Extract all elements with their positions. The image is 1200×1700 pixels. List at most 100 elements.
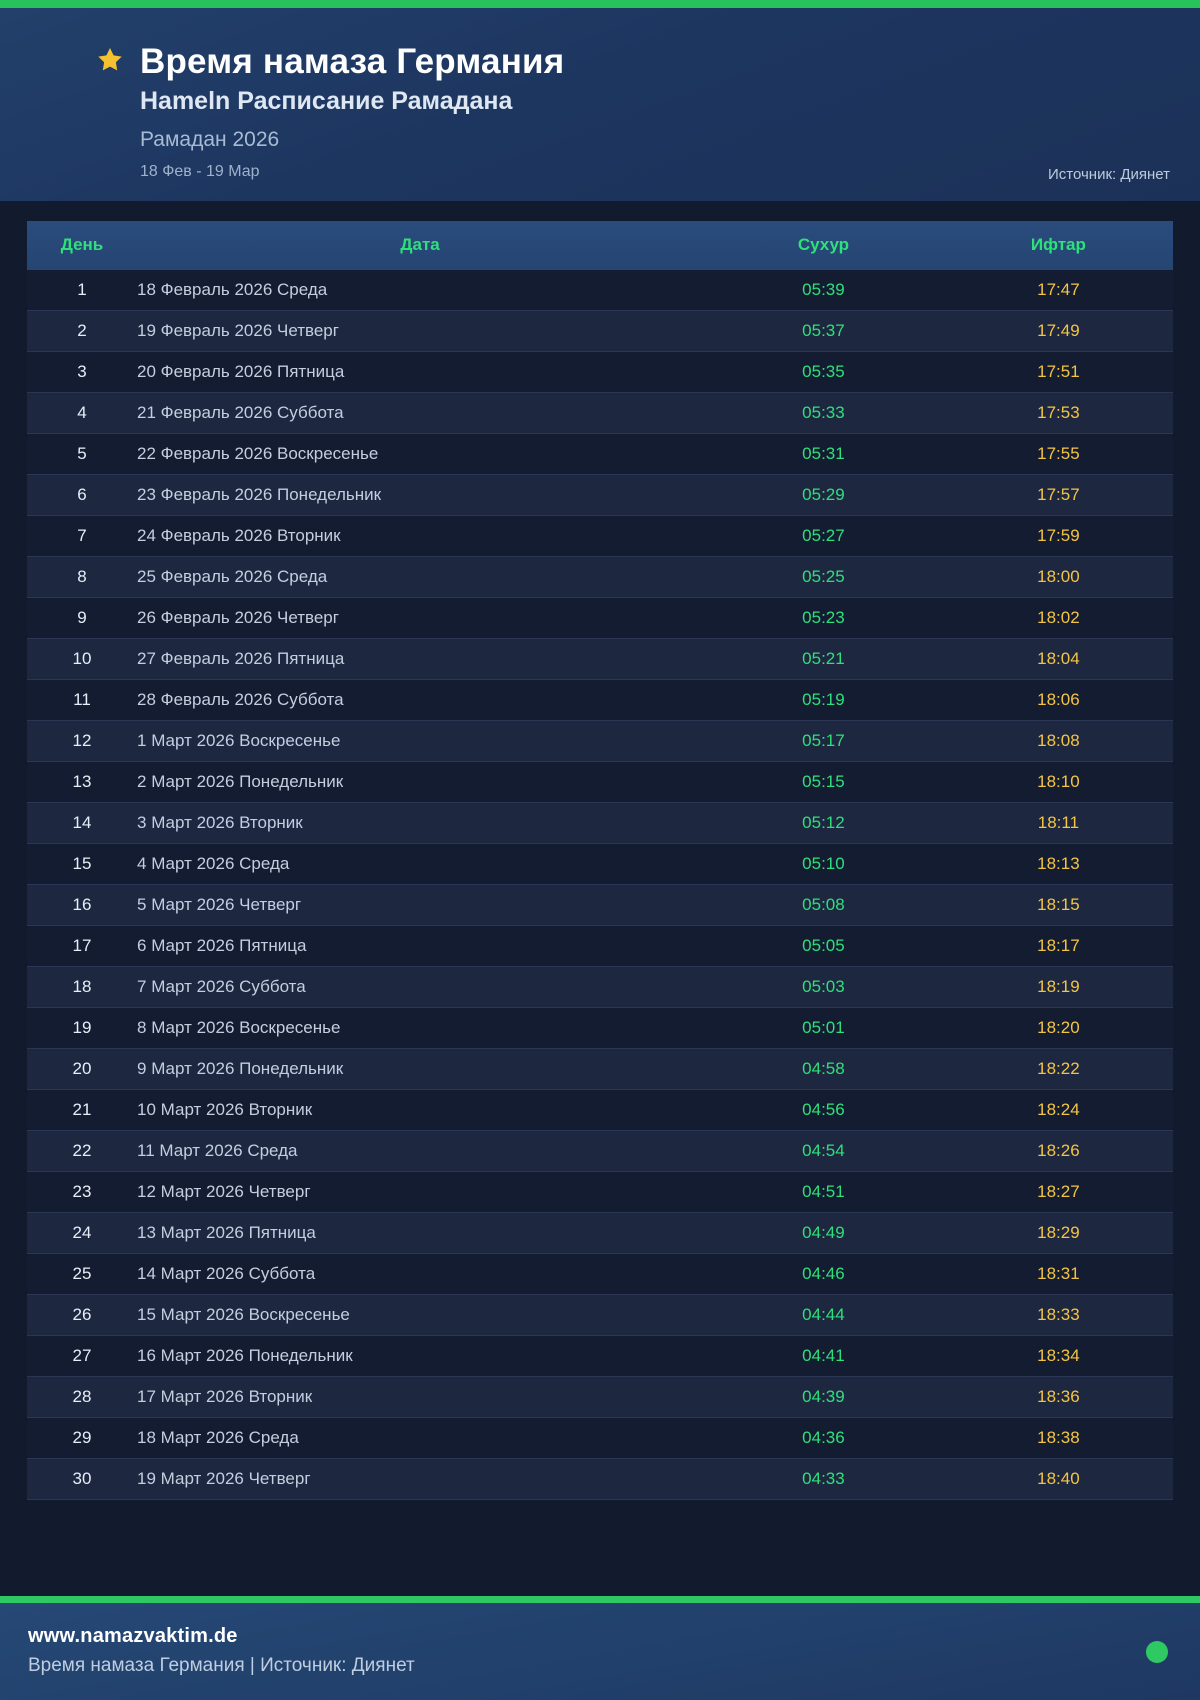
table-row[interactable]: 12 1 Март 2026 Воскресенье 05:17 18:08: [27, 720, 1173, 762]
cell-iftar: 18:08: [943, 720, 1173, 762]
cell-date: 12 Март 2026 Четверг: [137, 1182, 311, 1201]
cell-suhur: 04:44: [703, 1294, 944, 1336]
cell-date: 21 Февраль 2026 Суббота: [137, 392, 704, 434]
cell-day: 13: [72, 772, 92, 791]
period-label: Рамадан 2026: [140, 127, 280, 151]
table-row[interactable]: 25 14 Март 2026 Суббота 04:46 18:31: [27, 1253, 1173, 1295]
table-row[interactable]: 1 18 Февраль 2026 Среда 05:39 17:47: [27, 270, 1173, 311]
table-row[interactable]: 24 13 Март 2026 Пятница 04:49 18:29: [27, 1212, 1173, 1254]
table-row[interactable]: 15 4 Март 2026 Среда 05:10 18:13: [27, 843, 1173, 885]
table-row[interactable]: 30 19 Март 2026 Четверг 04:33 18:40: [27, 1458, 1173, 1500]
column-header-date[interactable]: Дата: [137, 221, 704, 270]
table-row[interactable]: 5 22 Февраль 2026 Воскресенье 05:31 17:55: [27, 433, 1173, 475]
table-row[interactable]: 27 16 Март 2026 Понедельник 04:41 18:34: [27, 1335, 1173, 1377]
cell-iftar: 18:26: [943, 1130, 1173, 1172]
cell-day: 16: [27, 884, 138, 926]
cell-iftar: 18:40: [943, 1458, 1173, 1500]
cell-iftar: 17:47: [1037, 280, 1080, 299]
column-header-suhur[interactable]: Сухур: [703, 221, 944, 270]
cell-iftar: 18:27: [1037, 1182, 1080, 1201]
table-row[interactable]: 8 25 Февраль 2026 Среда 05:25 18:00: [27, 556, 1173, 598]
cell-suhur: 05:25: [703, 556, 944, 598]
footer-site-url[interactable]: www.namazvaktim.de: [28, 1625, 238, 1647]
table-header-row: День Дата Сухур Ифтар: [27, 221, 1173, 270]
cell-iftar: 18:31: [1037, 1264, 1080, 1283]
cell-date: 10 Март 2026 Вторник: [137, 1100, 313, 1119]
table-row[interactable]: 17 6 Март 2026 Пятница 05:05 18:17: [27, 925, 1173, 967]
header-row: Время намаза Германия Hameln Расписание …: [28, 30, 1172, 181]
cell-day: 19: [72, 1018, 92, 1037]
cell-day: 2: [27, 310, 138, 352]
footer-source-label: Время намаза Германия | Источник: Диянет: [28, 1655, 415, 1676]
table-row[interactable]: 2 19 Февраль 2026 Четверг 05:37 17:49: [27, 310, 1173, 352]
cell-date: 25 Февраль 2026 Среда: [137, 556, 704, 598]
cell-date: 9 Март 2026 Понедельник: [137, 1048, 704, 1090]
cell-iftar: 18:04: [943, 638, 1173, 680]
table-row[interactable]: 9 26 Февраль 2026 Четверг 05:23 18:02: [27, 597, 1173, 639]
cell-date: 11 Март 2026 Среда: [137, 1130, 704, 1172]
cell-date: 18 Март 2026 Среда: [137, 1428, 299, 1447]
cell-day: 4: [27, 392, 138, 434]
cell-day: 29: [72, 1428, 92, 1447]
page-header: Время намаза Германия Hameln Расписание …: [0, 8, 1200, 201]
table-row[interactable]: 10 27 Февраль 2026 Пятница 05:21 18:04: [27, 638, 1173, 680]
cell-day: 22: [27, 1130, 138, 1172]
cell-suhur: 05:31: [802, 444, 845, 463]
cell-date: 19 Февраль 2026 Четверг: [137, 310, 704, 352]
table-row[interactable]: 22 11 Март 2026 Среда 04:54 18:26: [27, 1130, 1173, 1172]
cell-iftar: 17:49: [943, 310, 1173, 352]
cell-suhur: 05:21: [703, 638, 944, 680]
table-row[interactable]: 16 5 Март 2026 Четверг 05:08 18:15: [27, 884, 1173, 926]
cell-day: 20: [27, 1048, 138, 1090]
table-row[interactable]: 11 28 Февраль 2026 Суббота 05:19 18:06: [27, 679, 1173, 721]
cell-suhur: 04:49: [703, 1212, 944, 1254]
header-titles: Время намаза Германия Hameln Расписание …: [140, 30, 564, 181]
table-row[interactable]: 26 15 Март 2026 Воскресенье 04:44 18:33: [27, 1294, 1173, 1336]
date-range-label: 18 Фев - 19 Мар: [140, 162, 260, 180]
table-row[interactable]: 23 12 Март 2026 Четверг 04:51 18:27: [27, 1171, 1173, 1213]
cell-day: 7: [77, 526, 87, 545]
cell-suhur: 04:54: [703, 1130, 944, 1172]
table-row[interactable]: 4 21 Февраль 2026 Суббота 05:33 17:53: [27, 392, 1173, 434]
cell-iftar: 18:11: [943, 802, 1173, 844]
top-accent-bar: [0, 0, 1200, 8]
cell-iftar: 18:22: [943, 1048, 1173, 1090]
table-row[interactable]: 6 23 Февраль 2026 Понедельник 05:29 17:57: [27, 474, 1173, 516]
table-row[interactable]: 20 9 Март 2026 Понедельник 04:58 18:22: [27, 1048, 1173, 1090]
table-row[interactable]: 21 10 Март 2026 Вторник 04:56 18:24: [27, 1089, 1173, 1131]
cell-suhur: 04:33: [703, 1458, 944, 1500]
column-header-day[interactable]: День: [27, 221, 138, 270]
cell-day: 9: [77, 608, 87, 627]
cell-suhur: 05:08: [703, 884, 944, 926]
table-row[interactable]: 14 3 Март 2026 Вторник 05:12 18:11: [27, 802, 1173, 844]
table-row[interactable]: 18 7 Март 2026 Суббота 05:03 18:19: [27, 966, 1173, 1008]
cell-suhur: 04:39: [703, 1376, 944, 1418]
cell-day: 25: [72, 1264, 92, 1283]
table-row[interactable]: 29 18 Март 2026 Среда 04:36 18:38: [27, 1417, 1173, 1459]
cell-suhur: 05:37: [703, 310, 944, 352]
cell-iftar: 18:15: [943, 884, 1173, 926]
table-row[interactable]: 13 2 Март 2026 Понедельник 05:15 18:10: [27, 761, 1173, 803]
cell-iftar: 18:36: [943, 1376, 1173, 1418]
table-row[interactable]: 7 24 Февраль 2026 Вторник 05:27 17:59: [27, 515, 1173, 557]
table-row[interactable]: 28 17 Март 2026 Вторник 04:39 18:36: [27, 1376, 1173, 1418]
cell-date: 15 Март 2026 Воскресенье: [137, 1294, 704, 1336]
table-body: 1 18 Февраль 2026 Среда 05:39 17:47 2 19 Февр…: [27, 270, 1173, 1500]
column-header-iftar[interactable]: Ифтар: [943, 221, 1173, 270]
cell-date: 16 Март 2026 Понедельник: [137, 1346, 353, 1365]
cell-iftar: 17:59: [1037, 526, 1080, 545]
cell-iftar: 18:00: [943, 556, 1173, 598]
table-row[interactable]: 19 8 Март 2026 Воскресенье 05:01 18:20: [27, 1007, 1173, 1049]
cell-date: 27 Февраль 2026 Пятница: [137, 638, 704, 680]
cell-date: 18 Февраль 2026 Среда: [137, 280, 328, 299]
cell-date: 22 Февраль 2026 Воскресенье: [137, 444, 379, 463]
cell-date: 7 Март 2026 Суббота: [137, 966, 704, 1008]
cell-iftar: 18:10: [1037, 772, 1080, 791]
page-subtitle: Hameln Расписание Рамадана: [140, 87, 513, 116]
cell-suhur: 05:19: [802, 690, 845, 709]
cell-date: 13 Март 2026 Пятница: [137, 1212, 704, 1254]
cell-day: 24: [27, 1212, 138, 1254]
table-row[interactable]: 3 20 Февраль 2026 Пятница 05:35 17:51: [27, 351, 1173, 393]
cell-iftar: 18:38: [1037, 1428, 1080, 1447]
